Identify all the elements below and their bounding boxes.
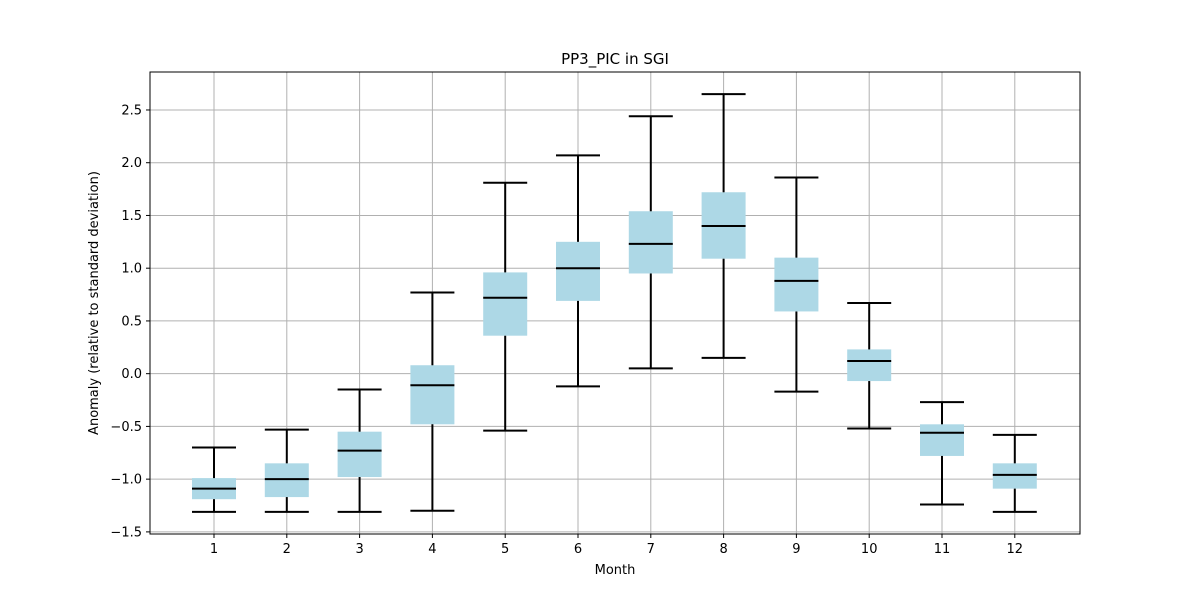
box-month-5: [483, 181, 528, 432]
y-tick-label: 0.5: [121, 314, 142, 329]
y-axis-label: Anomaly (relative to standard deviation): [87, 171, 102, 435]
y-tick-label: −1.5: [110, 525, 142, 540]
box-month-12: [992, 433, 1037, 513]
x-tick-label: 7: [647, 542, 655, 557]
x-tick-label: 9: [792, 542, 800, 557]
x-tick-label: 5: [501, 542, 509, 557]
x-tick-label: 11: [934, 542, 951, 557]
box-series: [192, 93, 1037, 513]
axis-ticks: −1.5−1.0−0.50.00.51.01.52.02.51 2 3 4 5 6 7 8 9 1…: [110, 103, 1023, 557]
box-month-1: [192, 446, 236, 513]
box-iqr: [847, 349, 892, 382]
y-tick-label: −0.5: [110, 420, 142, 435]
box-month-9: [774, 176, 819, 393]
y-tick-label: −1.0: [110, 473, 142, 488]
box-iqr: [264, 463, 309, 498]
x-tick-label: 6: [574, 542, 582, 557]
x-tick-label: 8: [719, 542, 727, 557]
y-tick-label: 1.0: [121, 262, 142, 277]
y-tick-label: 0.0: [121, 367, 142, 382]
box-month-7: [628, 115, 673, 370]
box-iqr: [410, 365, 455, 425]
x-tick-label: 10: [861, 542, 878, 557]
box-iqr: [992, 463, 1037, 489]
box-iqr: [556, 241, 600, 301]
box-month-11: [920, 401, 964, 506]
x-tick-label: 3: [355, 542, 363, 557]
box-month-8: [701, 93, 746, 359]
box-month-3: [337, 388, 382, 513]
box-iqr: [337, 431, 382, 478]
box-month-6: [556, 154, 600, 388]
box-month-4: [410, 291, 455, 512]
x-tick-label: 4: [428, 542, 436, 557]
box-month-2: [264, 428, 309, 513]
x-tick-label: 1: [210, 542, 218, 557]
plot-frame: [149, 71, 1081, 535]
x-axis-label: Month: [595, 563, 636, 578]
box-iqr: [920, 424, 964, 456]
box-iqr: [774, 257, 819, 312]
y-tick-label: 2.0: [121, 156, 142, 171]
y-tick-label: 2.5: [121, 103, 142, 118]
x-tick-label: 12: [1007, 542, 1024, 557]
box-iqr: [483, 272, 528, 336]
box-month-10: [847, 302, 892, 430]
chart-title: PP3_PIC in SGI: [561, 50, 669, 69]
x-tick-label: 2: [283, 542, 291, 557]
y-tick-label: 1.5: [121, 209, 142, 224]
box-iqr: [628, 211, 673, 274]
